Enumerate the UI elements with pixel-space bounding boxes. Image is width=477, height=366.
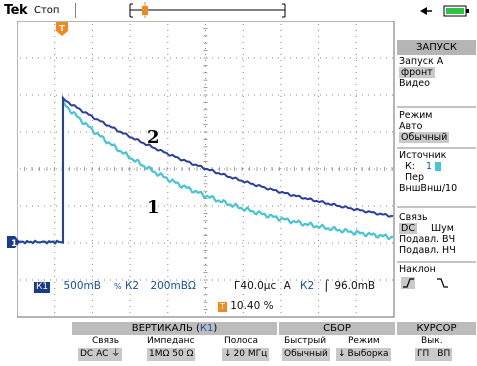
waveform-display: 2 1 bbox=[17, 21, 395, 318]
vertical-menu-title: ВЕРТИКАЛЬ (К1) bbox=[72, 322, 277, 335]
channel-2-readout: % К2 200mBΩ bbox=[114, 280, 196, 292]
trigger-a-label: Запуск А bbox=[399, 56, 444, 67]
channel-2-trace bbox=[17, 95, 394, 245]
coupling-label: Связь bbox=[92, 336, 120, 346]
trigger-source-option[interactable]: Источник К: 1 Пер ВншВнш/10 bbox=[397, 150, 476, 194]
coupling-dc[interactable]: DC bbox=[399, 223, 417, 234]
coupling-label: Связь bbox=[399, 212, 428, 223]
trigger-position-marker-icon[interactable]: T bbox=[56, 22, 70, 42]
channel-1-readout: К1 500mB bbox=[34, 280, 101, 293]
mode-label: Режим bbox=[399, 110, 433, 121]
svg-text:1: 1 bbox=[11, 239, 17, 249]
trigger-level: 96.0mB bbox=[334, 280, 376, 292]
channel-2-color-swatch bbox=[435, 162, 442, 171]
fast-label: Быстрый bbox=[284, 336, 327, 346]
curve-label-upper: 2 bbox=[147, 127, 160, 148]
trigger-slope-option[interactable]: Наклон bbox=[397, 264, 476, 294]
graticule-grid bbox=[20, 24, 393, 313]
channel-1-ground-marker-icon[interactable]: 1 bbox=[7, 236, 21, 249]
rising-slope-icon bbox=[403, 278, 414, 288]
coupling-reject-lf[interactable]: Подавл. НЧ bbox=[399, 245, 456, 256]
curve-label-lower: 1 bbox=[147, 197, 160, 218]
trigger-menu: ЗАПУСК bbox=[397, 40, 476, 55]
bandwidth-label: Полоса bbox=[224, 336, 258, 346]
edge-option[interactable]: фронт bbox=[399, 67, 435, 78]
acq-mode-button[interactable]: ↓ Выборка bbox=[336, 348, 391, 361]
graticule-center-ticks bbox=[17, 21, 393, 311]
source-label: Источник bbox=[399, 150, 447, 161]
source-per[interactable]: Пер bbox=[405, 172, 425, 183]
mode-normal[interactable]: Обычный bbox=[399, 132, 450, 143]
source-ext[interactable]: ВншВнш/10 bbox=[399, 183, 458, 194]
timebase-readout: Г40.0μс А bbox=[234, 280, 291, 292]
acq-mode-label: Режим bbox=[348, 336, 380, 346]
bandwidth-button[interactable]: ↓ 20 МГц bbox=[222, 348, 270, 361]
battery-icon bbox=[420, 5, 469, 17]
impedance-button[interactable]: 1MΩ 50 Ω bbox=[147, 348, 196, 361]
bandwidth-limit-icon: % bbox=[114, 282, 122, 291]
record-position-bar bbox=[75, 2, 286, 18]
channel-1-scale: 500mB bbox=[63, 280, 101, 292]
cursor-menu-title: КУРСОР bbox=[397, 322, 476, 335]
trigger-position-icon: T bbox=[218, 302, 227, 312]
source-k-number[interactable]: 1 bbox=[425, 161, 433, 172]
trigger-readout: К2 ⌠ 96.0mB bbox=[300, 280, 375, 292]
channel-2-scale: 200mB bbox=[150, 280, 188, 292]
trigger-position-value: 10.40 % bbox=[230, 300, 274, 312]
brand-logo: Tek bbox=[4, 3, 28, 18]
coupling-reject-hf[interactable]: Подавл. ВЧ bbox=[399, 234, 456, 245]
trigger-a-label: А bbox=[283, 280, 291, 292]
rising-edge-icon: ⌠ bbox=[323, 280, 329, 292]
trigger-type-option[interactable]: Запуск А фронт Видео bbox=[397, 56, 476, 89]
source-k-label: К: bbox=[405, 161, 415, 172]
coupling-button[interactable]: DC AC ⏚ bbox=[78, 348, 123, 361]
channel-2-ohm: Ω bbox=[187, 280, 196, 292]
impedance-label: Импеданс bbox=[147, 336, 195, 346]
coupling-noise[interactable]: Шум bbox=[430, 223, 454, 234]
fast-button[interactable]: Обычный bbox=[282, 348, 330, 361]
slope-label: Наклон bbox=[399, 264, 436, 275]
acquisition-menu-title: СБОР bbox=[279, 322, 395, 335]
graticule-frame bbox=[17, 21, 395, 318]
cursor-off-label: Вык. bbox=[421, 336, 443, 346]
channel-2-label: К2 bbox=[124, 280, 140, 292]
trigger-mode-option[interactable]: Режим Авто Обычный bbox=[397, 110, 476, 143]
video-option[interactable]: Видео bbox=[399, 78, 430, 89]
falling-slope-icon bbox=[437, 278, 448, 288]
cursor-mode-button[interactable]: ГП ВП bbox=[415, 348, 453, 361]
trigger-source: К2 bbox=[300, 280, 315, 292]
acquisition-status: Стоп bbox=[34, 5, 60, 16]
trigger-position-readout: T 10.40 % bbox=[218, 300, 274, 312]
trigger-coupling-option[interactable]: Связь DC Шум Подавл. ВЧ Подавл. НЧ bbox=[397, 212, 476, 256]
timebase-value: Г40.0μс bbox=[234, 280, 277, 292]
channel-1-trace bbox=[17, 100, 394, 245]
channel-1-badge[interactable]: К1 bbox=[34, 282, 51, 293]
slope-icons[interactable] bbox=[397, 276, 467, 290]
svg-text:T: T bbox=[59, 24, 65, 33]
trigger-menu-title: ЗАПУСК bbox=[397, 40, 476, 55]
mode-auto[interactable]: Авто bbox=[399, 121, 423, 132]
